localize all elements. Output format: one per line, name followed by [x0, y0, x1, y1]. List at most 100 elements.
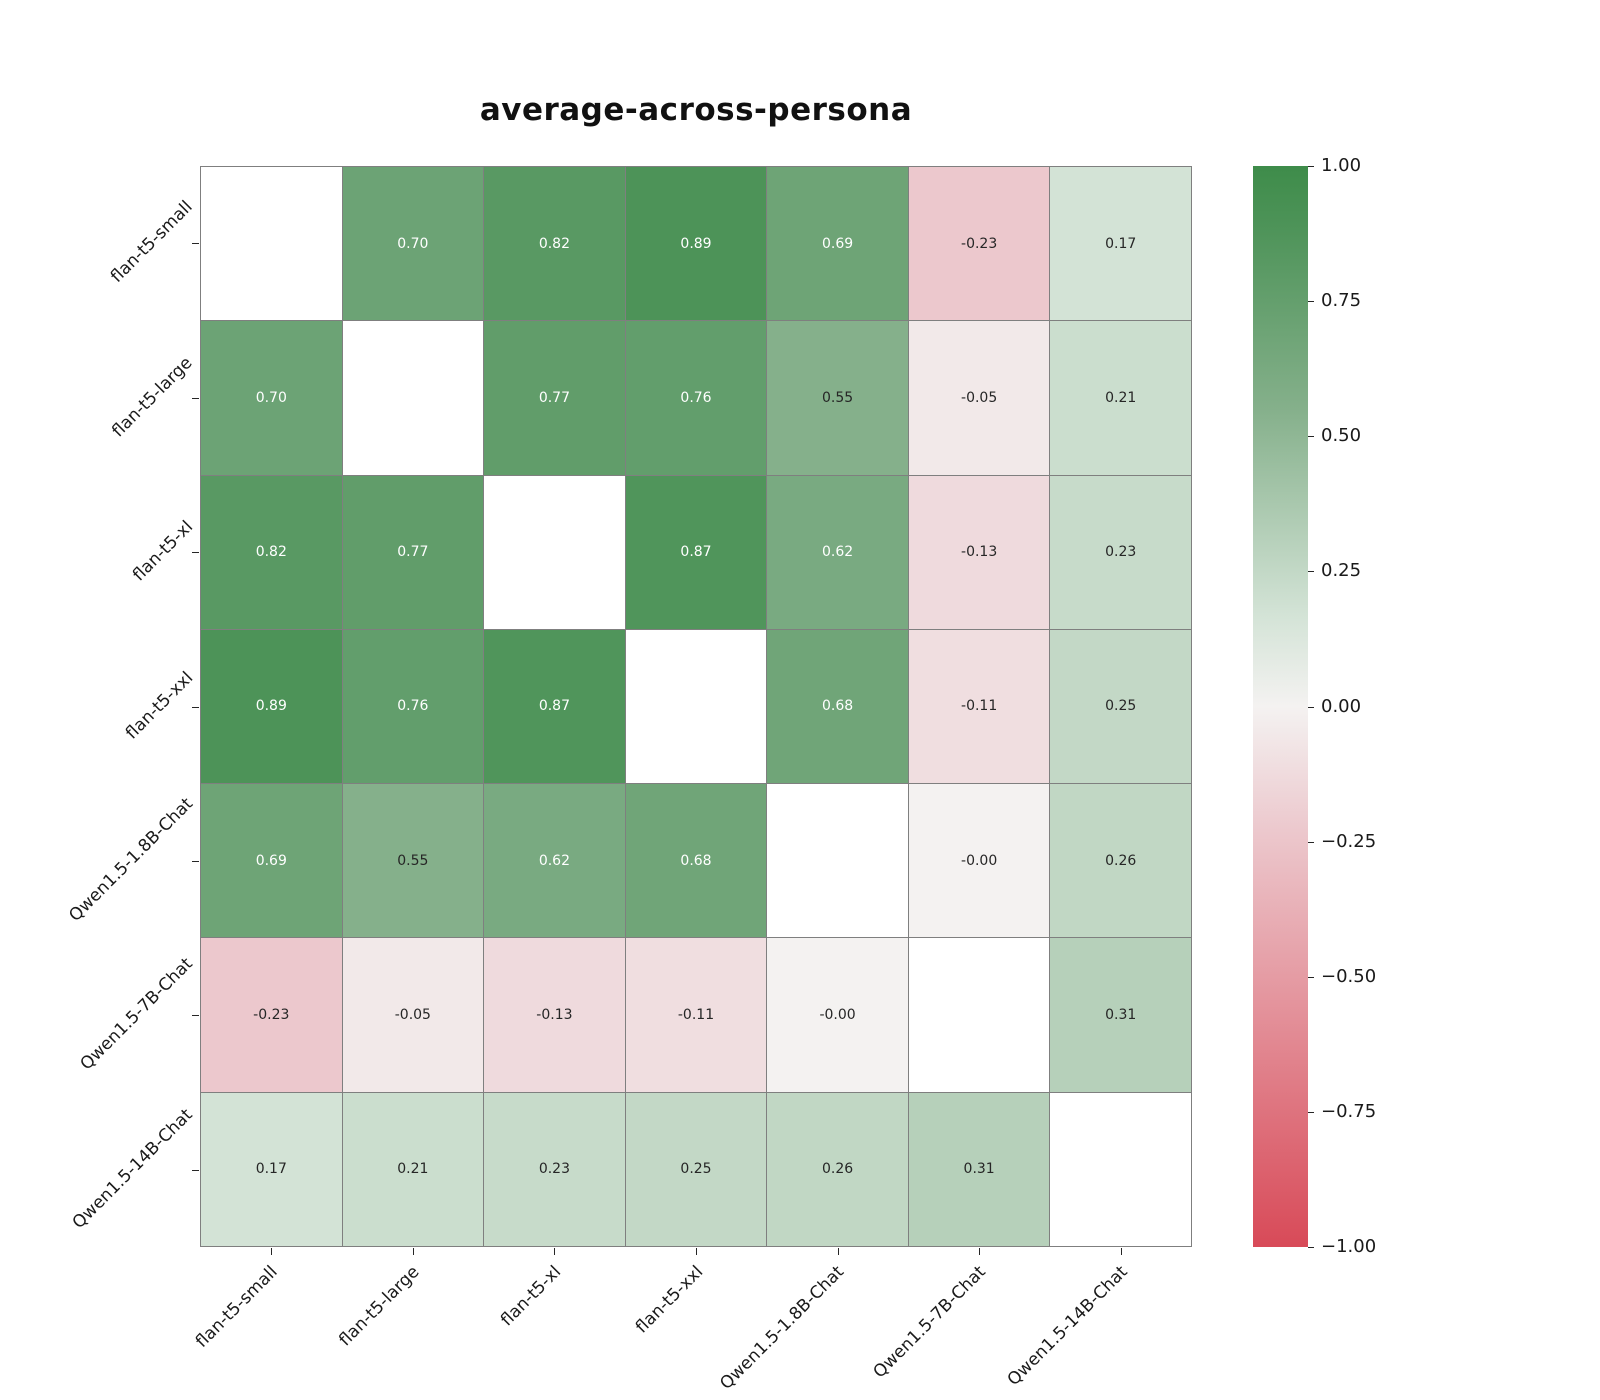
heatmap-cell: 0.69: [767, 167, 908, 321]
heatmap-cell: 0.17: [1050, 167, 1191, 321]
heatmap-cell: [625, 629, 767, 784]
colorbar-tick-label: 1.00: [1321, 155, 1362, 176]
heatmap-cell: 0.25: [625, 1092, 767, 1246]
y-tick-label: Qwen1.5-1.8B-Chat: [65, 794, 197, 926]
axis-tick: [1308, 436, 1314, 438]
cell-value-label: 0.82: [538, 235, 570, 252]
cell-value-label: -0.05: [961, 389, 998, 406]
heatmap-cell: [908, 938, 1050, 1092]
heatmap-cell: -0.05: [908, 321, 1050, 475]
cell-value-label: -0.00: [819, 1007, 856, 1024]
cell-value-label: 0.55: [821, 389, 854, 406]
colorbar-tick-label: −1.00: [1321, 1236, 1377, 1257]
cell-value-label: 0.69: [821, 235, 854, 252]
x-tick-label: Qwen1.5-7B-Chat: [869, 1262, 991, 1383]
axis-tick: [270, 1248, 272, 1255]
axis-tick: [412, 1248, 414, 1255]
axis-tick: [1308, 1247, 1314, 1248]
heatmap-cell: 0.77: [342, 475, 484, 629]
cell-value-label: 0.87: [680, 544, 712, 561]
cell-value-label: 0.17: [1105, 235, 1137, 252]
axis-tick: [1308, 706, 1314, 708]
cell-value-label: -0.00: [961, 852, 998, 869]
heatmap-cell: 0.26: [767, 1092, 908, 1246]
cell-value-label: -0.11: [677, 1007, 715, 1024]
heatmap-cell: 0.77: [484, 321, 625, 475]
cell-value-label: 0.25: [1105, 698, 1137, 715]
heatmap-cell: -0.11: [908, 629, 1050, 784]
cell-value-label: 0.23: [538, 1161, 570, 1178]
cell-value-label: -0.23: [253, 1007, 290, 1024]
cell-value-label: 0.82: [255, 544, 287, 561]
cell-value-label: 0.77: [397, 544, 429, 561]
cell-value-label: 0.17: [255, 1161, 287, 1178]
cell-value-label: 0.69: [255, 852, 287, 869]
axis-tick: [1308, 1111, 1314, 1113]
heatmap-cell: 0.70: [342, 167, 484, 321]
cell-value-label: 0.31: [963, 1161, 995, 1178]
heatmap-cell: [201, 167, 342, 321]
heatmap-cell: 0.26: [1050, 784, 1191, 938]
heatmap-cell: -0.13: [908, 475, 1050, 629]
heatmap-cell: 0.82: [201, 475, 342, 629]
heatmap-cell: 0.69: [201, 784, 342, 938]
axis-tick: [1308, 301, 1314, 303]
heatmap-cell: 0.70: [201, 321, 342, 475]
cell-value-label: -0.13: [536, 1007, 573, 1024]
heatmap-cell: [1050, 1092, 1191, 1246]
heatmap-cell: 0.55: [767, 321, 908, 475]
heatmap-cell: 0.62: [767, 475, 908, 629]
cell-value-label: 0.70: [397, 235, 429, 252]
heatmap-cell: 0.62: [484, 784, 625, 938]
cell-value-label: -0.05: [394, 1007, 431, 1024]
chart-title: average-across-persona: [479, 92, 913, 128]
cell-value-label: 0.55: [397, 852, 429, 869]
cell-value-label: -0.11: [961, 698, 998, 715]
colorbar-tick-label: 0.50: [1321, 425, 1362, 447]
x-tick-label: flan-t5-xl: [496, 1262, 566, 1331]
x-tick-label: flan-t5-large: [335, 1262, 424, 1351]
heatmap-cell: 0.87: [625, 475, 767, 629]
y-tick-label: flan-t5-xxl: [121, 667, 197, 744]
cell-value-label: 0.31: [1105, 1007, 1137, 1024]
axis-tick: [837, 1248, 839, 1255]
axis-tick: [1308, 166, 1314, 167]
cell-value-label: 0.21: [1105, 389, 1137, 406]
colorbar-gradient: [1253, 166, 1308, 1247]
heatmap-cell: [342, 321, 484, 475]
axis-tick: [192, 243, 199, 245]
colorbar-tick-label: 0.00: [1321, 695, 1362, 717]
heatmap-cell: 0.76: [625, 321, 767, 475]
cell-value-label: 0.62: [538, 852, 570, 869]
cell-value-label: 0.68: [821, 698, 854, 715]
axis-tick: [1308, 841, 1314, 843]
heatmap-cell: -0.11: [625, 938, 767, 1092]
axis-tick: [192, 706, 199, 708]
y-tick-label: flan-t5-xl: [128, 517, 197, 586]
colorbar-tick-label: 0.75: [1321, 290, 1362, 312]
cell-value-label: 0.21: [397, 1161, 429, 1178]
heatmap-cell: 0.76: [342, 629, 484, 784]
heatmap-grid: 0.70 0.82 0.89 0.69 -0.23 0.17 0.70 0.77 0.76 0.5…: [200, 166, 1192, 1247]
cell-value-label: 0.68: [680, 852, 712, 869]
y-tick-label: flan-t5-small: [106, 197, 197, 288]
axis-tick: [1308, 571, 1314, 573]
y-tick-label: Qwen1.5-7B-Chat: [76, 954, 197, 1075]
y-tick-label: flan-t5-large: [108, 352, 197, 441]
cell-value-label: 0.87: [538, 698, 570, 715]
axis-tick: [696, 1248, 697, 1255]
x-tick-label: Qwen1.5-14B-Chat: [1003, 1262, 1132, 1390]
colorbar-tick-label: 0.25: [1321, 560, 1362, 582]
axis-tick: [192, 1169, 199, 1171]
cell-value-label: 0.23: [1105, 544, 1137, 561]
y-tick-label: Qwen1.5-14B-Chat: [68, 1104, 197, 1233]
heatmap-cell: -0.23: [201, 938, 342, 1092]
heatmap-cell: 0.89: [625, 167, 767, 321]
colorbar: [1253, 166, 1308, 1247]
colorbar-tick-label: −0.50: [1321, 965, 1377, 987]
heatmap-cell: 0.21: [342, 1092, 484, 1246]
x-tick-label: Qwen1.5-1.8B-Chat: [716, 1262, 849, 1394]
axis-tick: [1121, 1248, 1123, 1255]
cell-value-label: 0.76: [680, 389, 712, 406]
